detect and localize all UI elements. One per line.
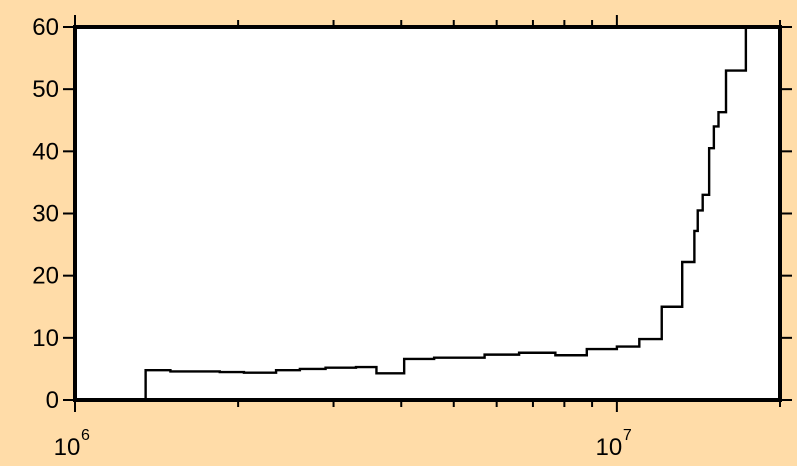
x-tick-exponent: 7 [623, 427, 632, 444]
y-tick-label: 50 [32, 76, 59, 103]
step-series-line [144, 27, 748, 400]
y-tick-label: 20 [32, 263, 59, 290]
x-tick-label: 10 [54, 434, 81, 461]
y-tick-label: 0 [46, 387, 59, 414]
x-tick-exponent: 6 [81, 427, 90, 444]
y-tick-label: 30 [32, 201, 59, 228]
y-tick-label: 40 [32, 138, 59, 165]
y-tick-label: 10 [32, 325, 59, 352]
plot-frame [73, 25, 782, 402]
plot-area [75, 27, 780, 400]
x-tick-label: 10 [596, 434, 623, 461]
y-tick-label: 60 [32, 14, 59, 41]
